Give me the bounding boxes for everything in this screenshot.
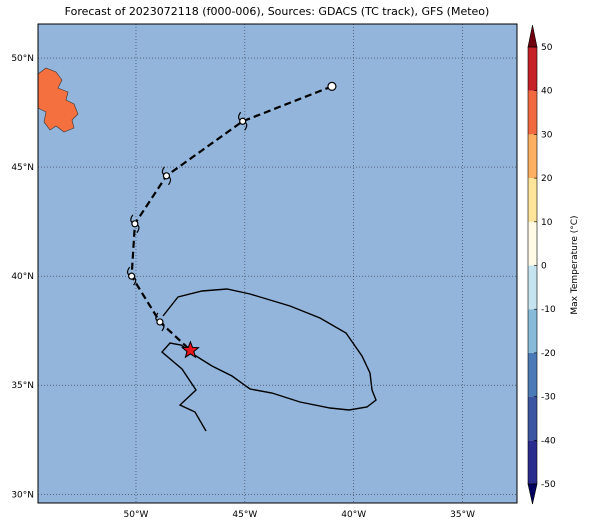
colorbar-bin — [528, 265, 537, 310]
colorbar-bin — [528, 134, 537, 179]
colorbar-tick-label: 10 — [541, 218, 553, 228]
forecast-area — [161, 288, 377, 432]
track-point — [131, 220, 139, 228]
colorbar-bin — [528, 396, 537, 441]
colorbar-tick-label: 40 — [541, 87, 553, 97]
colorbar-bin — [528, 309, 537, 353]
y-tick-label: 50°N — [11, 54, 34, 64]
colorbar-bin — [528, 178, 537, 222]
track-point — [156, 318, 164, 326]
track-point — [239, 117, 247, 125]
colorbar-extend-low — [527, 483, 538, 505]
colorbar-bin — [528, 47, 537, 91]
colorbar-bin — [528, 221, 537, 266]
track-point — [162, 172, 171, 180]
colorbar-tick-label: -30 — [541, 393, 556, 403]
colorbar-tick-label: -50 — [541, 480, 556, 490]
colorbar-bin — [528, 352, 537, 397]
chart-title: Forecast of 2023072118 (f000-006), Sourc… — [65, 5, 490, 18]
track-point — [128, 272, 136, 280]
colorbar-tick-label: 20 — [541, 174, 553, 184]
y-tick-label: 30°N — [11, 490, 34, 500]
colorbar-tick-label: -20 — [541, 349, 556, 359]
colorbar-bin — [528, 440, 537, 484]
colorbar-label: Max Temperature (°C) — [570, 215, 580, 314]
y-tick-label: 45°N — [11, 163, 34, 173]
colorbar-bin — [528, 90, 537, 135]
storm-position — [180, 340, 200, 359]
colorbar-tick-label: 30 — [541, 130, 553, 140]
colorbar-tick-label: 50 — [541, 43, 553, 53]
y-tick-label: 40°N — [11, 272, 34, 282]
colorbar-extend-high — [527, 24, 538, 48]
y-tick-label: 35°N — [11, 381, 34, 391]
plot-frame — [37, 23, 518, 504]
track-point — [327, 81, 337, 91]
ocean — [38, 24, 517, 503]
x-tick-label: 45°W — [232, 510, 257, 520]
x-tick-label: 50°W — [124, 510, 149, 520]
x-tick-label: 40°W — [341, 510, 366, 520]
colorbar-tick-label: 0 — [541, 262, 547, 272]
land — [37, 67, 79, 133]
x-tick-label: 35°W — [450, 510, 475, 520]
colorbar-tick-label: -40 — [541, 436, 556, 446]
colorbar-tick-label: -10 — [541, 305, 556, 315]
